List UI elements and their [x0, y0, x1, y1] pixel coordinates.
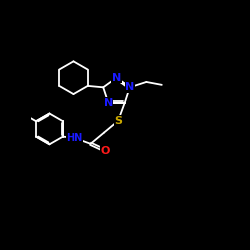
- Text: HN: HN: [66, 133, 82, 143]
- Text: N: N: [112, 73, 121, 83]
- Text: S: S: [114, 116, 122, 126]
- Text: O: O: [101, 146, 110, 156]
- Text: N: N: [104, 98, 113, 108]
- Text: N: N: [125, 82, 134, 92]
